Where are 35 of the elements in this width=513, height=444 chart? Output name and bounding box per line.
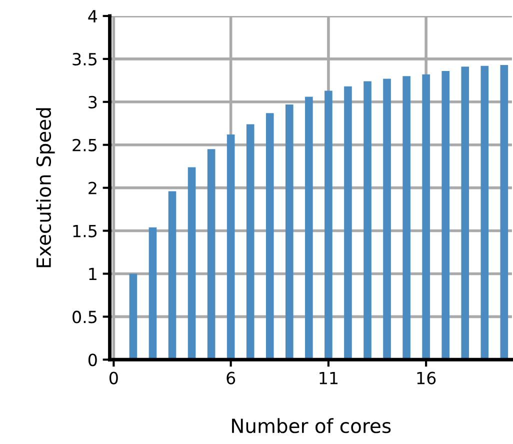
bar [402,76,410,360]
bar [324,90,332,360]
bar [442,70,450,360]
x-tick-label: 0 [109,372,118,384]
bar [188,167,196,360]
bar [500,64,508,360]
y-tick-label: 0.5 [72,310,97,324]
y-tick-label: 2 [88,182,96,194]
bar [129,274,138,360]
x-axis-title: Number of cores [232,418,391,434]
y-tick-label: 3.5 [72,52,97,66]
bar [344,86,352,360]
bar [266,113,274,360]
y-tick-label: 2.5 [72,138,97,152]
bar [246,124,254,360]
bar [148,227,157,360]
y-tick-label: 0 [88,354,97,366]
bar [305,96,313,360]
y-tick-label: 4 [88,10,98,22]
bar [422,74,430,360]
bar [461,66,470,360]
bar [226,134,235,360]
x-tick-label: 6 [226,372,236,384]
x-tick-label: 16 [417,372,436,384]
bar [207,149,216,360]
x-tick-label: 11 [320,372,338,384]
bar [285,104,294,360]
y-axis-title: Execution Speed [36,108,55,268]
bar [383,78,391,360]
bar [168,191,176,360]
bar [480,66,489,360]
y-tick-label: 1 [89,268,96,280]
y-tick-label: 3 [88,96,97,108]
y-tick-label: 1.5 [73,224,97,238]
bar [364,81,372,360]
